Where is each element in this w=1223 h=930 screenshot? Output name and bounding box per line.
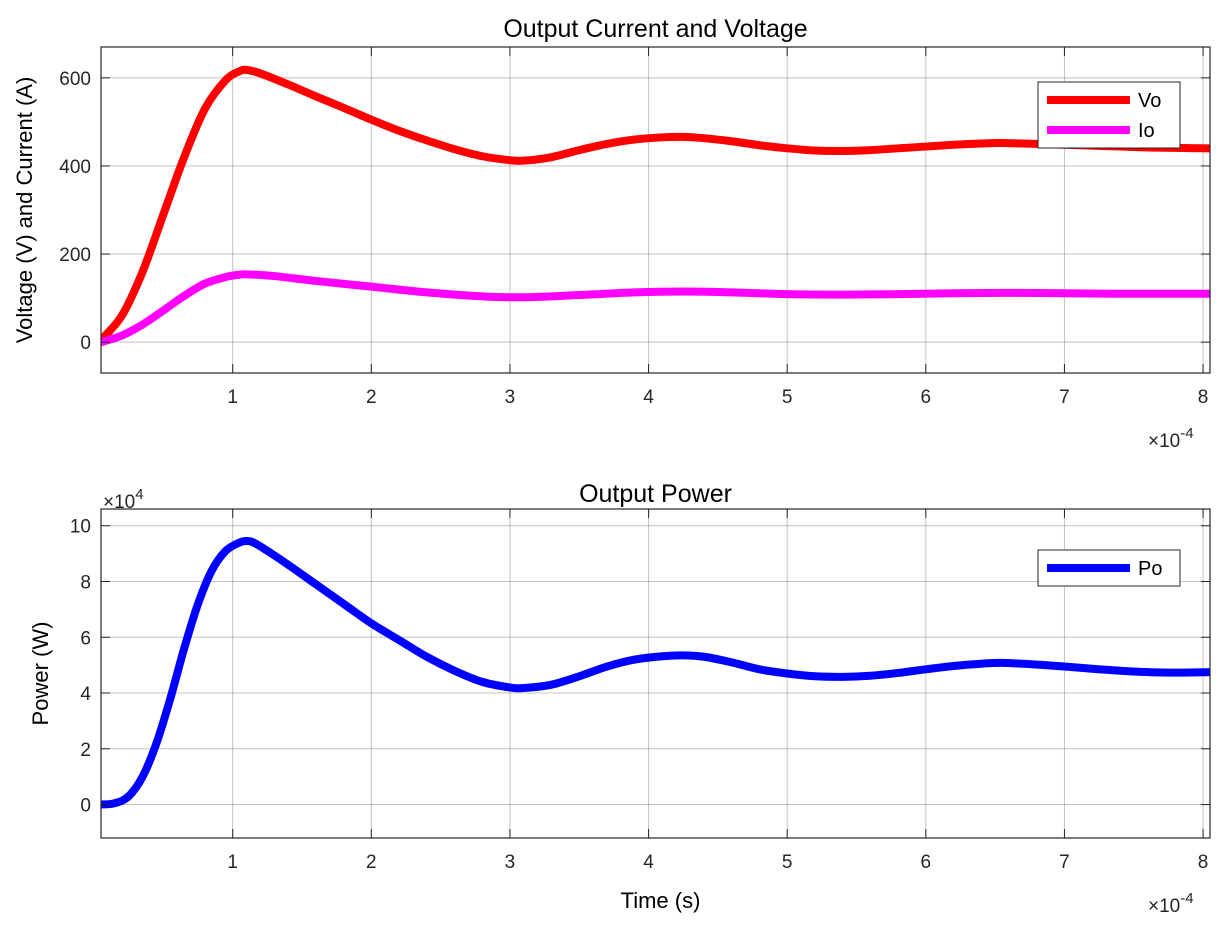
x-ticks-bottom: 1 2 3 4 5 6 7 8 (227, 509, 1208, 873)
y-tick-label: 0 (80, 333, 91, 354)
x-tick-label: 7 (1059, 852, 1070, 873)
x-tick-label: 3 (505, 852, 516, 873)
x-exponent-power-top: -4 (1180, 425, 1193, 442)
y-tick-label: 10 (70, 517, 91, 538)
series-line-io (101, 270, 1210, 347)
series-line-vo (101, 65, 1210, 344)
y-exponent-base-bottom: ×10 (103, 492, 135, 513)
x-tick-label: 8 (1198, 387, 1209, 408)
series-top (101, 65, 1210, 347)
x-tick-label: 4 (643, 387, 654, 408)
y-tick-label: 200 (59, 245, 91, 266)
x-exponent-power-bottom: -4 (1180, 890, 1193, 907)
x-axis-label-bottom: Time (s) (621, 888, 701, 913)
x-tick-label: 5 (782, 852, 793, 873)
x-tick-label: 3 (505, 387, 516, 408)
legend-label-io: Io (1138, 120, 1155, 142)
x-exponent-bottom: ×10-4 (1148, 890, 1194, 917)
y-tick-label: 600 (59, 69, 91, 90)
y-axis-label-bottom: Power (W) (28, 622, 53, 726)
grid-bottom (101, 509, 1210, 838)
plot-frame-top (100, 46, 1211, 374)
plot-frame-bottom (100, 508, 1211, 839)
x-tick-label: 2 (366, 387, 377, 408)
legend-label-vo: Vo (1138, 90, 1161, 112)
x-tick-label: 6 (921, 387, 932, 408)
y-tick-label: 8 (80, 572, 91, 593)
chart-title-bottom: Output Power (579, 480, 732, 508)
y-ticks-bottom: 0 2 4 6 8 10 (70, 517, 1210, 817)
series-line-po (101, 537, 1210, 809)
y-tick-label: 0 (80, 796, 91, 817)
x-tick-label: 8 (1198, 852, 1209, 873)
legend-label-po: Po (1138, 558, 1162, 580)
y-ticks-top: 0 200 400 600 (59, 69, 1210, 354)
y-tick-label: 400 (59, 157, 91, 178)
y-tick-label: 4 (80, 684, 91, 705)
chart-output-current-voltage: 1 2 3 4 5 6 7 8 0 200 400 600 Output Current and V… (12, 15, 1211, 452)
legend-top: Vo Io (1037, 81, 1181, 149)
x-exponent-top: ×10-4 (1148, 425, 1194, 452)
x-exponent-base-bottom: ×10 (1148, 896, 1180, 917)
y-axis-label-top: Voltage (V) and Current (A) (12, 77, 37, 344)
x-tick-label: 1 (227, 387, 238, 408)
series-bottom (101, 537, 1210, 809)
legend-bottom: Po (1037, 549, 1181, 587)
y-tick-label: 2 (80, 740, 91, 761)
chart-title-top: Output Current and Voltage (503, 15, 807, 43)
x-tick-label: 5 (782, 387, 793, 408)
grid-top (101, 47, 1210, 373)
x-ticks-top: 1 2 3 4 5 6 7 8 (227, 47, 1208, 408)
x-tick-label: 7 (1059, 387, 1070, 408)
legend-box (1037, 81, 1181, 149)
y-tick-label: 6 (80, 628, 91, 649)
y-exponent-bottom: ×104 (103, 486, 144, 513)
x-tick-label: 6 (921, 852, 932, 873)
x-exponent-base-top: ×10 (1148, 431, 1180, 452)
x-tick-label: 1 (227, 852, 238, 873)
y-exponent-power-bottom: 4 (135, 486, 143, 503)
x-tick-label: 2 (366, 852, 377, 873)
x-tick-label: 4 (643, 852, 654, 873)
